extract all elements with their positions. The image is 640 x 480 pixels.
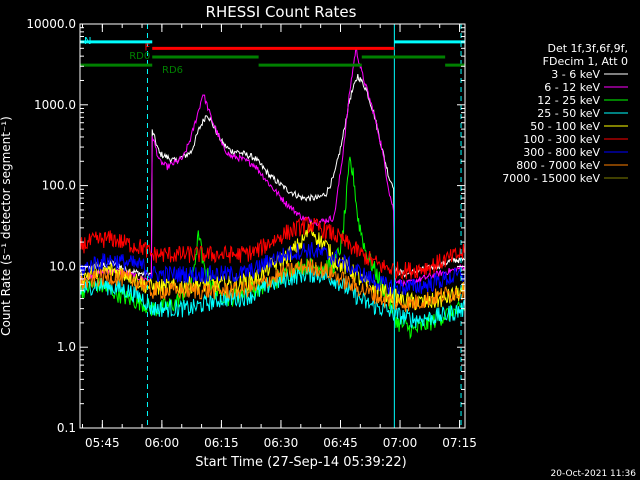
x-tick-label: 06:45 [323, 436, 358, 450]
series-line-300-800-kev [79, 242, 466, 295]
annotation-label-6: RD6 [162, 65, 183, 76]
series-line-3-6-kev [79, 74, 466, 279]
annotation-label-1: N [84, 36, 91, 47]
legend-label-12-25-kev: 12 - 25 keV [537, 94, 600, 107]
annotation-label-3: F [144, 42, 150, 53]
axis-layer: 10000.0 1000.0 100.0 10.0 1.0 0.1 05:45 06:00 06… [26, 17, 476, 450]
series-line-800-7000-kev [79, 258, 466, 312]
legend-label-300-800-kev: 300 - 800 keV [523, 146, 600, 159]
x-tick-label: 06:30 [264, 436, 299, 450]
series-line-100-300-kev [79, 216, 465, 281]
plot-frame [79, 23, 466, 429]
legend-label-3-6-kev: 3 - 6 keV [551, 68, 600, 81]
x-tick-label: 05:45 [85, 436, 120, 450]
legend-label-6-12-kev: 6 - 12 keV [544, 81, 600, 94]
legend-label-7000-15000-kev: 7000 - 15000 keV [502, 172, 600, 185]
footer-timestamp: 20-Oct-2021 11:36 [551, 469, 637, 479]
y-tick-label: 0.1 [57, 421, 76, 435]
legend-label-50-100-kev: 50 - 100 keV [530, 120, 600, 133]
legend-label-800-7000-kev: 800 - 7000 keV [516, 159, 600, 172]
series-line-50-100-kev [79, 221, 466, 311]
y-tick-label: 1000.0 [34, 98, 76, 112]
y-tick-label: 10.0 [49, 259, 76, 273]
x-axis-label: Start Time (27-Sep-14 05:39:22) [195, 455, 406, 470]
y-tick-label: 1.0 [57, 340, 76, 354]
series-layer [79, 47, 466, 340]
legend-label-100-300-kev: 100 - 300 keV [523, 133, 600, 146]
legend-label-25-50-kev: 25 - 50 keV [537, 107, 600, 120]
legend-header-line-1: Det 1f,3f,6f,9f, [547, 42, 628, 55]
chart-title: RHESSI Count Rates [206, 3, 357, 21]
legend: Det 1f,3f,6f,9f, FDecim 1, Att 0 3 - 6 k… [502, 42, 628, 185]
x-tick-label: 07:00 [383, 436, 418, 450]
x-tick-label: 06:15 [204, 436, 239, 450]
x-tick-label: 07:15 [442, 436, 477, 450]
y-tick-label: 100.0 [42, 179, 76, 193]
y-tick-label: 10000.0 [26, 17, 76, 31]
y-axis-label: Count Rate (s⁻¹ detector segment⁻¹) [0, 116, 13, 336]
annotation-label-4: RD0 [129, 51, 150, 62]
x-tick-label: 06:00 [145, 436, 180, 450]
legend-header-line-2: FDecim 1, Att 0 [543, 55, 628, 68]
series-line-25-50-kev [79, 265, 466, 329]
